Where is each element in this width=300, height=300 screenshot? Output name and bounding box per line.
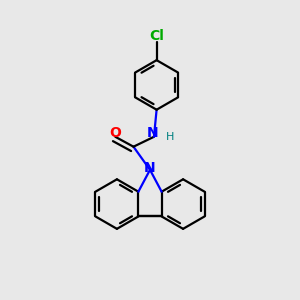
Text: Cl: Cl (149, 29, 164, 43)
Text: H: H (166, 132, 174, 142)
Text: O: O (110, 127, 121, 140)
Text: N: N (146, 127, 158, 140)
Text: N: N (144, 161, 156, 175)
